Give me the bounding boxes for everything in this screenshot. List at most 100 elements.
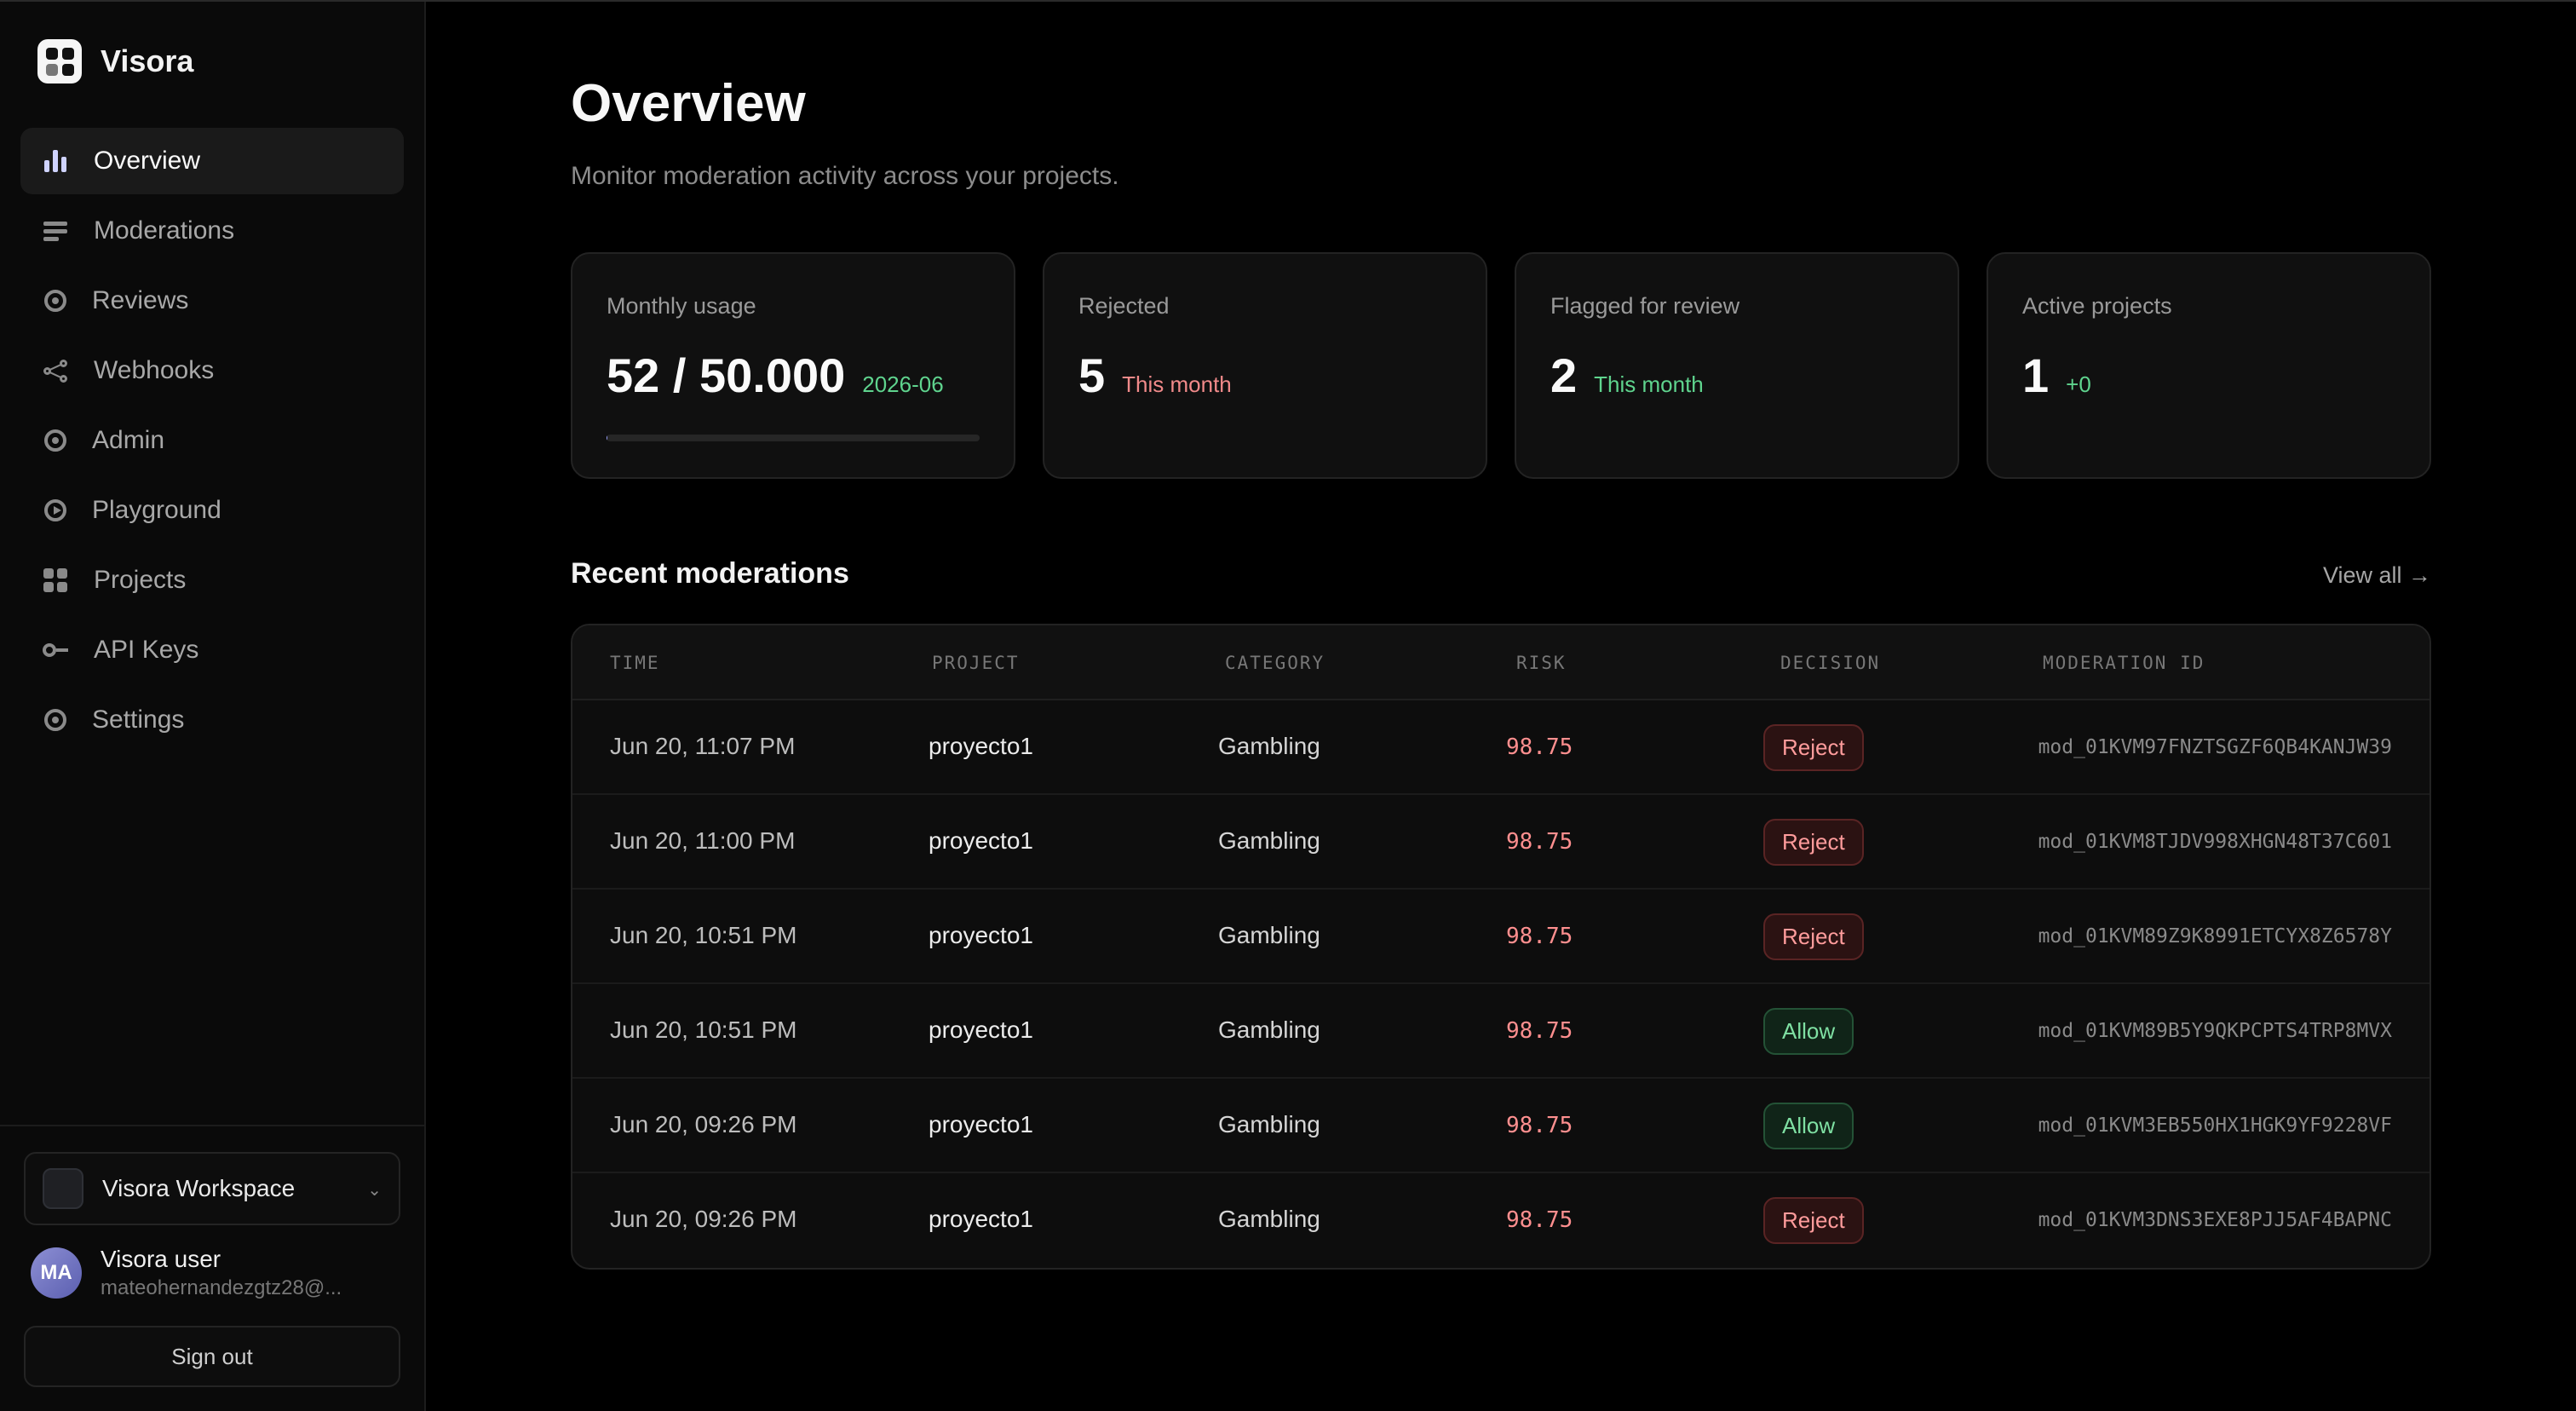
target-icon [44,429,66,452]
sidebar-item-label: Admin [92,426,165,454]
sidebar-item-settings[interactable]: Settings [20,687,404,753]
cell-decision: Reject [1763,724,1864,771]
cell-decision: Reject [1763,913,1864,960]
sidebar: Visora Overview Moderations Reviews Webh… [0,2,426,1411]
table-body: Jun 20, 11:07 PM proyecto1 Gambling 98.75 Re… [572,700,2429,1268]
column-header-risk[interactable]: RISK [1516,653,1567,673]
active-projects-card: Active projects 1 +0 [1987,252,2431,479]
sidebar-item-label: API Keys [94,636,199,664]
decision-badge: Reject [1763,819,1864,866]
user-email: mateohernandezgtz28@... [101,1276,342,1299]
decision-badge: Allow [1763,1008,1854,1055]
card-note: +0 [2066,371,2091,397]
decision-badge: Reject [1763,913,1864,960]
moderations-table: TIME PROJECT CATEGORY RISK DECISION MODE… [571,624,2431,1270]
target-icon [44,709,66,731]
cell-project: proyecto1 [929,1016,1033,1043]
card-note: This month [1594,371,1704,397]
brand[interactable]: Visora [37,39,193,84]
cell-risk: 98.75 [1506,924,1573,949]
card-value: 52 / 50.000 [607,348,846,402]
sidebar-item-projects[interactable]: Projects [20,547,404,613]
card-label: Active projects [2022,293,2172,319]
cell-time: Jun 20, 09:26 PM [610,1111,797,1137]
workspace-icon [43,1168,83,1209]
page-subtitle: Monitor moderation activity across your … [571,162,1119,190]
decision-badge: Reject [1763,1197,1864,1244]
cell-project: proyecto1 [929,827,1033,854]
table-row[interactable]: Jun 20, 10:51 PM proyecto1 Gambling 98.75 Al… [572,984,2429,1079]
workspace-switcher[interactable]: Visora Workspace ⌄ [24,1152,400,1225]
sidebar-item-moderations[interactable]: Moderations [20,198,404,264]
user-profile[interactable]: MA Visora user mateohernandezgtz28@... [31,1246,342,1300]
table-row[interactable]: Jun 20, 09:26 PM proyecto1 Gambling 98.75 Re… [572,1173,2429,1268]
cell-category: Gambling [1218,827,1320,854]
key-icon [43,637,68,663]
column-header-decision[interactable]: DECISION [1780,653,1881,673]
sidebar-nav: Overview Moderations Reviews Webhooks Ad… [20,128,404,757]
visora-logo-icon [37,39,82,84]
cell-decision: Reject [1763,819,1864,866]
column-header-time[interactable]: TIME [610,653,660,673]
table-row[interactable]: Jun 20, 11:00 PM proyecto1 Gambling 98.75 Re… [572,795,2429,890]
cell-project: proyecto1 [929,1111,1033,1137]
sidebar-item-overview[interactable]: Overview [20,128,404,194]
cell-risk: 98.75 [1506,829,1573,855]
table-row[interactable]: Jun 20, 10:51 PM proyecto1 Gambling 98.75 Re… [572,890,2429,984]
usage-progress-bar [607,435,980,441]
card-label: Flagged for review [1550,293,1740,319]
cell-time: Jun 20, 10:51 PM [610,1016,797,1043]
view-all-link[interactable]: View all → [2322,562,2431,588]
table-row[interactable]: Jun 20, 11:07 PM proyecto1 Gambling 98.75 Re… [572,700,2429,795]
cell-moderation-id: mod_01KVM89Z9K8991ETCYX8Z6578Y [2038,925,2392,947]
sidebar-item-label: Playground [92,496,221,524]
cell-category: Gambling [1218,922,1320,948]
flagged-card: Flagged for review 2 This month [1515,252,1959,479]
cell-risk: 98.75 [1506,734,1573,760]
rejected-card: Rejected 5 This month [1043,252,1487,479]
sidebar-item-label: Overview [94,147,201,175]
avatar: MA [31,1247,82,1299]
sidebar-item-label: Settings [92,706,185,734]
cell-time: Jun 20, 09:26 PM [610,1206,797,1232]
sidebar-item-label: Webhooks [94,356,215,384]
cell-risk: 98.75 [1506,1113,1573,1138]
sign-out-button[interactable]: Sign out [24,1326,400,1387]
bar-chart-icon [43,148,68,174]
cell-decision: Allow [1763,1103,1854,1149]
cell-moderation-id: mod_01KVM97FNZTSGZF6QB4KANJW39 [2038,736,2392,758]
sidebar-item-label: Projects [94,566,187,594]
monthly-usage-card: Monthly usage 52 / 50.000 2026-06 [571,252,1015,479]
cell-time: Jun 20, 11:07 PM [610,733,796,759]
cell-decision: Reject [1763,1197,1864,1244]
cell-moderation-id: mod_01KVM8TJDV998XHGN48T37C601 [2038,831,2392,853]
sidebar-footer: Visora Workspace ⌄ MA Visora user mateoh… [0,1125,424,1411]
column-header-category[interactable]: CATEGORY [1225,653,1325,673]
cell-moderation-id: mod_01KVM3EB550HX1HGK9YF9228VF [2038,1114,2392,1137]
cell-moderation-id: mod_01KVM3DNS3EXE8PJJ5AF4BAPNC [2038,1209,2392,1231]
sidebar-item-api-keys[interactable]: API Keys [20,617,404,683]
column-header-project[interactable]: PROJECT [932,653,1020,673]
cell-project: proyecto1 [929,1206,1033,1232]
cell-project: proyecto1 [929,922,1033,948]
play-icon [44,499,66,521]
cell-risk: 98.75 [1506,1207,1573,1233]
cell-category: Gambling [1218,1016,1320,1043]
table-header: TIME PROJECT CATEGORY RISK DECISION MODE… [572,625,2429,700]
brand-name: Visora [101,43,194,78]
sidebar-item-label: Reviews [92,286,189,314]
column-header-moderation-id[interactable]: MODERATION ID [2043,653,2205,673]
section-title: Recent moderations [571,557,849,590]
cell-category: Gambling [1218,733,1320,759]
sidebar-item-webhooks[interactable]: Webhooks [20,337,404,404]
cell-project: proyecto1 [929,733,1033,759]
sidebar-item-admin[interactable]: Admin [20,407,404,474]
cell-time: Jun 20, 10:51 PM [610,922,797,948]
sidebar-item-reviews[interactable]: Reviews [20,268,404,334]
user-name: Visora user [101,1246,221,1272]
grid-icon [43,567,68,593]
sidebar-item-playground[interactable]: Playground [20,477,404,544]
card-note: This month [1122,371,1232,397]
card-value: 1 [2022,348,2050,402]
table-row[interactable]: Jun 20, 09:26 PM proyecto1 Gambling 98.75 Al… [572,1079,2429,1173]
